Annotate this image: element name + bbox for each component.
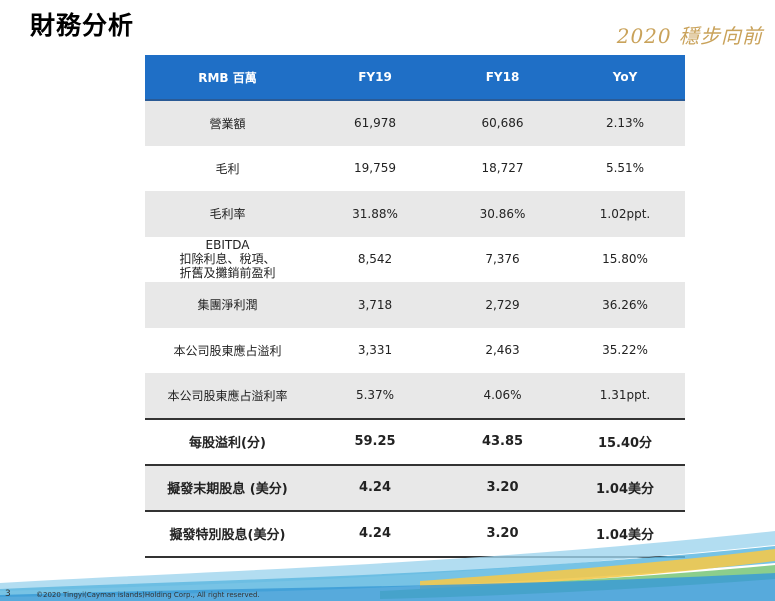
copyright-text: ©2020 Tingyi(Cayman islands)Holding Corp… [36,591,260,599]
table-row-net-profit: 集團淨利潤 3,718 2,729 36.26% [145,282,685,328]
row-label: 每股溢利(分) [145,417,310,466]
row-fy19: 3,718 [310,282,440,328]
row-yoy: 15.40分 [565,417,685,466]
row-label-line: 折舊及攤銷前盈利 [179,266,276,281]
row-label: 毛利 [145,145,310,191]
row-yoy: 15.80% [565,236,685,282]
row-fy18: 43.85 [440,417,565,466]
row-label: 擬發特別股息(美分) [145,510,310,558]
table-row-final-dividend: 擬發末期股息 (美分) 4.24 3.20 1.04美分 [145,463,685,512]
row-fy18: 3.20 [440,510,565,558]
table-header: RMB 百萬 FY19 FY18 YoY [145,55,685,101]
row-fy18: 4.06% [440,373,565,419]
table-row-revenue: 營業額 61,978 60,686 2.13% [145,100,685,146]
page-number: 3 [5,589,11,599]
row-fy19: 31.88% [310,191,440,237]
row-fy19: 4.24 [310,463,440,512]
row-fy18: 60,686 [440,100,565,146]
row-fy18: 2,463 [440,327,565,373]
row-label: 擬發末期股息 (美分) [145,463,310,512]
row-fy18: 2,729 [440,282,565,328]
row-yoy: 36.26% [565,282,685,328]
row-label-line: EBITDA [205,238,250,253]
header-fy18: FY18 [440,55,565,101]
row-fy19: 8,542 [310,236,440,282]
row-yoy: 1.31ppt. [565,373,685,419]
slogan-logo: 2020 穩步向前 [616,24,763,48]
row-label: 毛利率 [145,191,310,237]
row-yoy: 1.02ppt. [565,191,685,237]
row-fy19: 61,978 [310,100,440,146]
row-fy19: 5.37% [310,373,440,419]
row-fy18: 3.20 [440,463,565,512]
row-fy19: 59.25 [310,417,440,466]
header-currency: RMB 百萬 [145,55,310,101]
row-fy18: 30.86% [440,191,565,237]
decorative-footer-bands [0,531,775,601]
row-yoy: 35.22% [565,327,685,373]
row-fy19: 19,759 [310,145,440,191]
row-label-line: 扣除利息、稅項、 [179,252,276,267]
row-yoy: 2.13% [565,100,685,146]
row-label: 集團淨利潤 [145,282,310,328]
row-label: 營業額 [145,100,310,146]
row-label: 本公司股東應占溢利率 [145,373,310,419]
table-row-gross-margin: 毛利率 31.88% 30.86% 1.02ppt. [145,191,685,237]
page-title: 財務分析 [30,11,135,40]
financial-table: RMB 百萬 FY19 FY18 YoY 營業額 61,978 60,686 2… [145,55,685,558]
table-row-eps: 每股溢利(分) 59.25 43.85 15.40分 [145,417,685,466]
row-yoy: 5.51% [565,145,685,191]
table-row-attributable-margin: 本公司股東應占溢利率 5.37% 4.06% 1.31ppt. [145,373,685,419]
row-label: 本公司股東應占溢利 [145,327,310,373]
table-row-gross-profit: 毛利 19,759 18,727 5.51% [145,145,685,191]
row-yoy: 1.04美分 [565,463,685,512]
row-fy19: 4.24 [310,510,440,558]
table-row-special-dividend: 擬發特別股息(美分) 4.24 3.20 1.04美分 [145,510,685,558]
header-fy19: FY19 [310,55,440,101]
row-fy19: 3,331 [310,327,440,373]
row-fy18: 18,727 [440,145,565,191]
table-row-attributable-profit: 本公司股東應占溢利 3,331 2,463 35.22% [145,327,685,373]
header-yoy: YoY [565,55,685,101]
row-fy18: 7,376 [440,236,565,282]
table-row-ebitda: EBITDA 扣除利息、稅項、 折舊及攤銷前盈利 8,542 7,376 15.… [145,236,685,282]
row-label: EBITDA 扣除利息、稅項、 折舊及攤銷前盈利 [145,236,310,282]
